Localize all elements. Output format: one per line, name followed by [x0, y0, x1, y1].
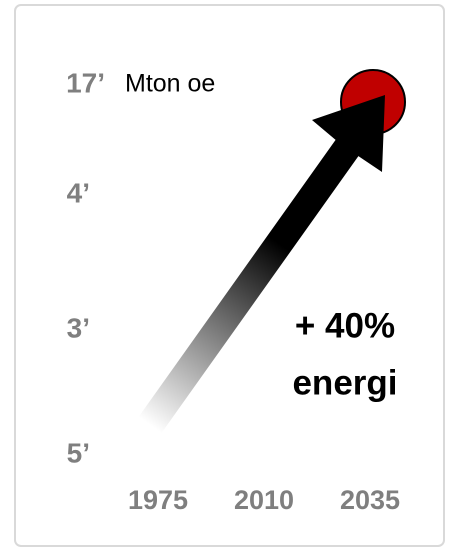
annotation: + 40%: [295, 306, 395, 345]
y-label: 4’: [67, 177, 90, 208]
x-label: 2035: [340, 485, 400, 515]
x-label: 1975: [128, 485, 188, 515]
unit-label: Mton oe: [125, 70, 215, 98]
growth-arrow: [138, 95, 385, 434]
y-label: 17’: [66, 67, 105, 98]
y-label: 3’: [67, 312, 90, 343]
annotation: energi: [292, 363, 397, 402]
y-label: 5’: [67, 437, 90, 468]
x-label: 2010: [234, 485, 294, 515]
